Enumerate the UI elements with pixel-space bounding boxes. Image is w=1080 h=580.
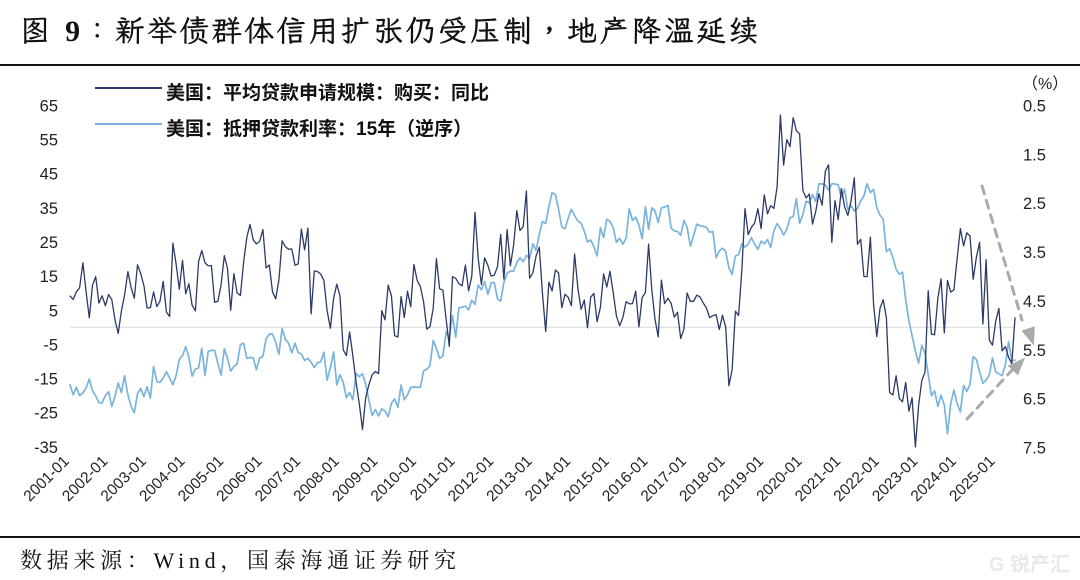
svg-text:-15: -15: [34, 371, 58, 389]
svg-text:45: 45: [40, 166, 58, 184]
svg-text:55: 55: [40, 132, 58, 150]
svg-text:-5: -5: [43, 336, 58, 354]
svg-text:5.5: 5.5: [1023, 342, 1046, 360]
svg-text:5: 5: [49, 302, 58, 320]
svg-text:3.5: 3.5: [1023, 244, 1046, 262]
svg-text:25: 25: [40, 234, 58, 252]
svg-text:-25: -25: [34, 405, 58, 423]
svg-text:35: 35: [40, 200, 58, 218]
svg-text:65: 65: [40, 97, 58, 115]
svg-text:2.5: 2.5: [1023, 195, 1046, 213]
svg-text:7.5: 7.5: [1023, 440, 1046, 458]
svg-text:1.5: 1.5: [1023, 146, 1046, 164]
svg-text:15: 15: [40, 268, 58, 286]
svg-text:-35: -35: [34, 439, 58, 457]
svg-text:0.5: 0.5: [1023, 98, 1046, 116]
svg-text:4.5: 4.5: [1023, 293, 1046, 311]
svg-text:6.5: 6.5: [1023, 391, 1046, 409]
